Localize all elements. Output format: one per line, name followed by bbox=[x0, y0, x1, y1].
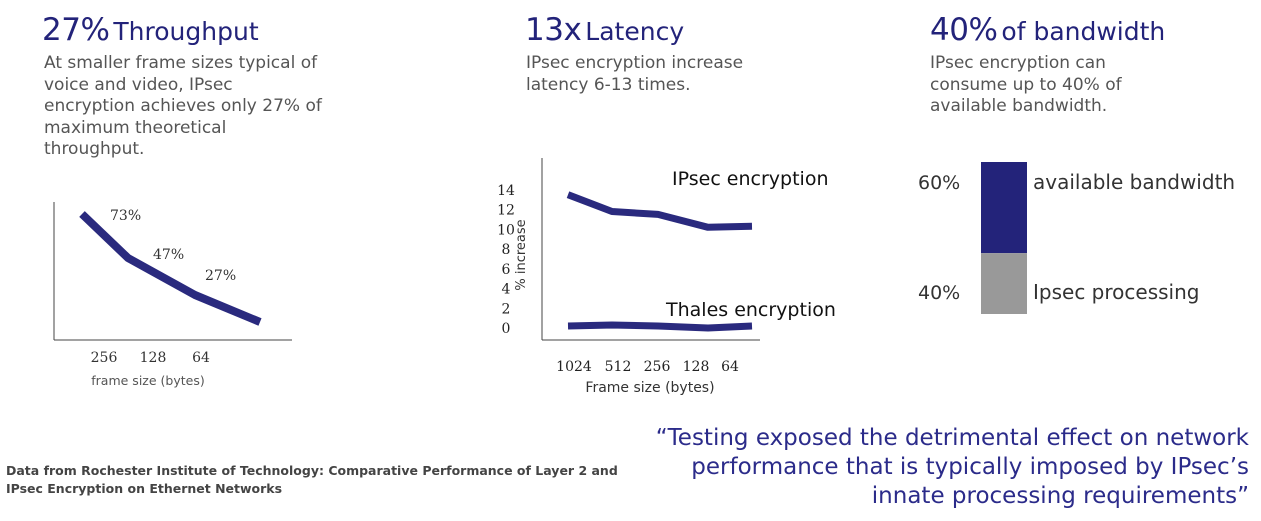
source-note: Data from Rochester Institute of Technol… bbox=[6, 462, 618, 498]
quote-line: performance that is typically imposed by… bbox=[691, 454, 1249, 480]
y-tick-label: 12 bbox=[497, 203, 515, 219]
ipsec-series-line bbox=[566, 191, 753, 231]
data-label: 73% bbox=[110, 208, 141, 224]
description-line: encryption achieves only 27% of bbox=[44, 96, 322, 116]
data-label: 27% bbox=[205, 268, 236, 284]
source-line: Data from Rochester Institute of Technol… bbox=[6, 463, 618, 478]
data-label: 47% bbox=[153, 247, 184, 263]
x-tick-label: 512 bbox=[605, 359, 632, 375]
x-tick-label: 256 bbox=[91, 350, 118, 366]
bandwidth-description: IPsec encryption can consume up to 40% o… bbox=[930, 53, 1190, 118]
bandwidth-value: 40% bbox=[930, 12, 998, 48]
y-tick-labels: 0 2 4 6 8 10 12 14 bbox=[497, 183, 515, 337]
throughput-heading: 27% Throughput bbox=[42, 12, 259, 48]
x-tick-label: 256 bbox=[644, 359, 671, 375]
throughput-label: Throughput bbox=[113, 17, 259, 46]
description-line: IPsec encryption increase bbox=[526, 53, 744, 73]
x-tick-label: 128 bbox=[683, 359, 710, 375]
quote-line: innate processing requirements” bbox=[871, 483, 1249, 509]
description-line: IPsec encryption can bbox=[930, 53, 1106, 73]
y-tick-label: 4 bbox=[502, 282, 511, 298]
y-tick-label: 10 bbox=[497, 222, 515, 238]
latency-label: Latency bbox=[585, 17, 685, 46]
throughput-line bbox=[79, 211, 262, 326]
testimonial-quote: “Testing exposed the detrimental effect … bbox=[609, 424, 1249, 511]
y-tick-label: 2 bbox=[502, 301, 511, 317]
x-tick-label: 64 bbox=[192, 350, 210, 366]
description-line: voice and video, IPsec bbox=[44, 74, 233, 95]
throughput-chart: 73% 47% 27% 256 128 64 frame size (bytes… bbox=[53, 202, 292, 388]
description-line: maximum theoretical bbox=[44, 117, 227, 138]
segment-label: available bandwidth bbox=[1033, 170, 1235, 194]
description-line: available bandwidth. bbox=[930, 96, 1108, 116]
bandwidth-chart: 60% available bandwidth 40% Ipsec proces… bbox=[918, 162, 1235, 314]
y-tick-label: 14 bbox=[497, 183, 515, 199]
x-axis-title: Frame size (bytes) bbox=[585, 380, 714, 396]
description-line: At smaller frame sizes typical of bbox=[44, 53, 318, 73]
x-tick-label: 64 bbox=[721, 359, 739, 375]
x-axis-title: frame size (bytes) bbox=[91, 373, 204, 388]
segment-label: Ipsec processing bbox=[1033, 280, 1199, 304]
x-tick-label: 128 bbox=[140, 350, 167, 366]
quote-line: “Testing exposed the detrimental effect … bbox=[655, 425, 1249, 451]
segment-percent-label: 60% bbox=[918, 172, 960, 194]
thales-series-label: Thales encryption bbox=[665, 299, 836, 321]
ipsec-processing-segment bbox=[981, 253, 1027, 314]
bandwidth-heading: 40% of bandwidth bbox=[930, 12, 1165, 48]
bandwidth-label: of bandwidth bbox=[1001, 17, 1166, 46]
x-tick-label: 1024 bbox=[556, 359, 592, 375]
throughput-value: 27% bbox=[42, 12, 110, 48]
y-axis-title: % increase bbox=[514, 219, 529, 290]
throughput-description: At smaller frame sizes typical of voice … bbox=[44, 53, 364, 161]
segment-percent-label: 40% bbox=[918, 282, 960, 304]
latency-value: 13x bbox=[525, 12, 582, 48]
description-line: consume up to 40% of bbox=[930, 74, 1122, 95]
thales-series-line bbox=[567, 321, 753, 332]
description-line: latency 6-13 times. bbox=[526, 74, 691, 95]
available-bandwidth-segment bbox=[981, 162, 1027, 254]
ipsec-series-label: IPsec encryption bbox=[672, 168, 829, 190]
latency-heading: 13x Latency bbox=[525, 12, 684, 48]
y-tick-label: 6 bbox=[502, 262, 511, 278]
description-line: throughput. bbox=[44, 139, 145, 159]
y-tick-label: 0 bbox=[502, 321, 511, 337]
y-tick-label: 8 bbox=[502, 242, 511, 258]
source-line: IPsec Encryption on Ethernet Networks bbox=[6, 481, 283, 496]
latency-description: IPsec encryption increase latency 6-13 t… bbox=[526, 53, 826, 96]
